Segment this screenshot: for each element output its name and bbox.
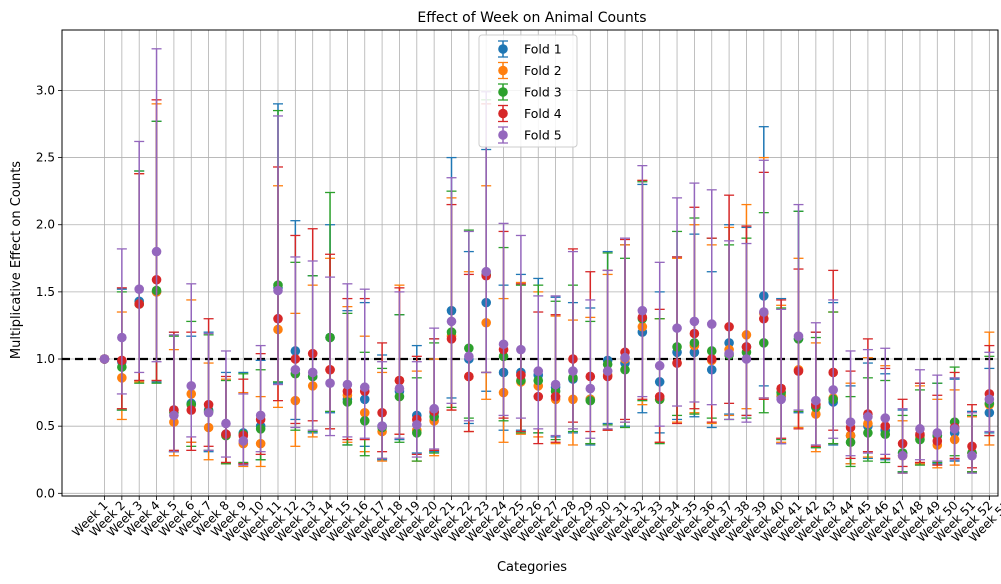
- plot-frame: [61, 29, 999, 497]
- data-point: [498, 339, 509, 350]
- data-point: [620, 352, 630, 363]
- legend-label: Fold 5: [524, 128, 562, 143]
- data-point: [568, 366, 578, 376]
- y-tick-label: 2.0: [36, 218, 55, 232]
- data-point: [949, 424, 960, 434]
- data-point: [134, 284, 144, 294]
- data-point: [828, 385, 838, 395]
- data-point: [550, 379, 561, 390]
- series-marks: [99, 48, 995, 474]
- data-point: [793, 331, 804, 341]
- data-point: [602, 366, 613, 376]
- y-tick-label: 1.5: [36, 285, 55, 299]
- data-point: [689, 316, 700, 327]
- data-point: [169, 410, 179, 421]
- legend: Fold 1 Fold 2 Fold 3 Fold 4 Fold 5: [478, 34, 578, 148]
- data-point: [481, 266, 492, 277]
- data-point: [359, 382, 370, 393]
- data-point: [429, 403, 439, 414]
- data-point: [880, 413, 891, 423]
- data-point: [863, 411, 873, 422]
- data-point: [273, 285, 283, 296]
- data-point: [151, 246, 162, 257]
- data-point: [741, 354, 752, 364]
- legend-marker: [498, 108, 508, 119]
- data-point: [724, 348, 734, 359]
- chart-title: Effect of Week on Animal Counts: [417, 10, 646, 26]
- data-point: [654, 360, 665, 371]
- data-point: [984, 394, 995, 405]
- data-point: [967, 450, 977, 461]
- legend-label: Fold 3: [524, 85, 562, 100]
- y-axis-label: Multiplicative Effect on Counts: [9, 161, 24, 359]
- legend-label: Fold 4: [524, 106, 562, 121]
- legend-label: Fold 2: [524, 63, 562, 78]
- data-point: [811, 395, 821, 406]
- data-point: [394, 383, 405, 394]
- data-point: [446, 316, 457, 327]
- y-tick-label: 3.0: [36, 83, 55, 97]
- data-point: [516, 344, 526, 355]
- data-point: [117, 332, 127, 343]
- data-point: [845, 417, 856, 427]
- data-point: [412, 420, 422, 430]
- data-point: [342, 379, 353, 390]
- data-point: [99, 354, 110, 364]
- data-point: [325, 378, 335, 388]
- data-point: [290, 364, 301, 375]
- y-tick-label: 0.5: [36, 419, 55, 433]
- data-point: [255, 410, 266, 421]
- data-point: [377, 421, 387, 431]
- legend-label: Fold 1: [524, 42, 562, 57]
- data-point: [533, 366, 544, 376]
- series-fold-5: [99, 48, 995, 474]
- data-point: [932, 428, 943, 438]
- data-point: [776, 394, 786, 405]
- legend-marker: [498, 65, 508, 76]
- data-point: [706, 319, 717, 329]
- y-tick-label: 2.5: [36, 151, 55, 165]
- data-point: [464, 351, 474, 362]
- data-point: [221, 418, 231, 429]
- data-point: [307, 367, 318, 378]
- data-point: [915, 424, 925, 434]
- x-axis-label: Categories: [497, 560, 567, 575]
- data-point: [238, 436, 249, 446]
- y-axis: 0.0 0.5 1.0 1.5 2.0 2.5 3.0: [36, 83, 62, 500]
- data-point: [203, 407, 214, 418]
- data-point: [897, 450, 908, 461]
- legend-marker: [498, 44, 508, 54]
- data-point: [186, 381, 197, 391]
- legend-marker: [498, 87, 508, 97]
- data-point: [672, 323, 682, 333]
- data-point: [637, 305, 648, 316]
- y-tick-label: 0.0: [36, 486, 55, 500]
- y-tick-label: 1.0: [36, 352, 55, 366]
- data-point: [585, 383, 596, 394]
- legend-marker: [498, 130, 508, 140]
- data-point: [759, 307, 769, 317]
